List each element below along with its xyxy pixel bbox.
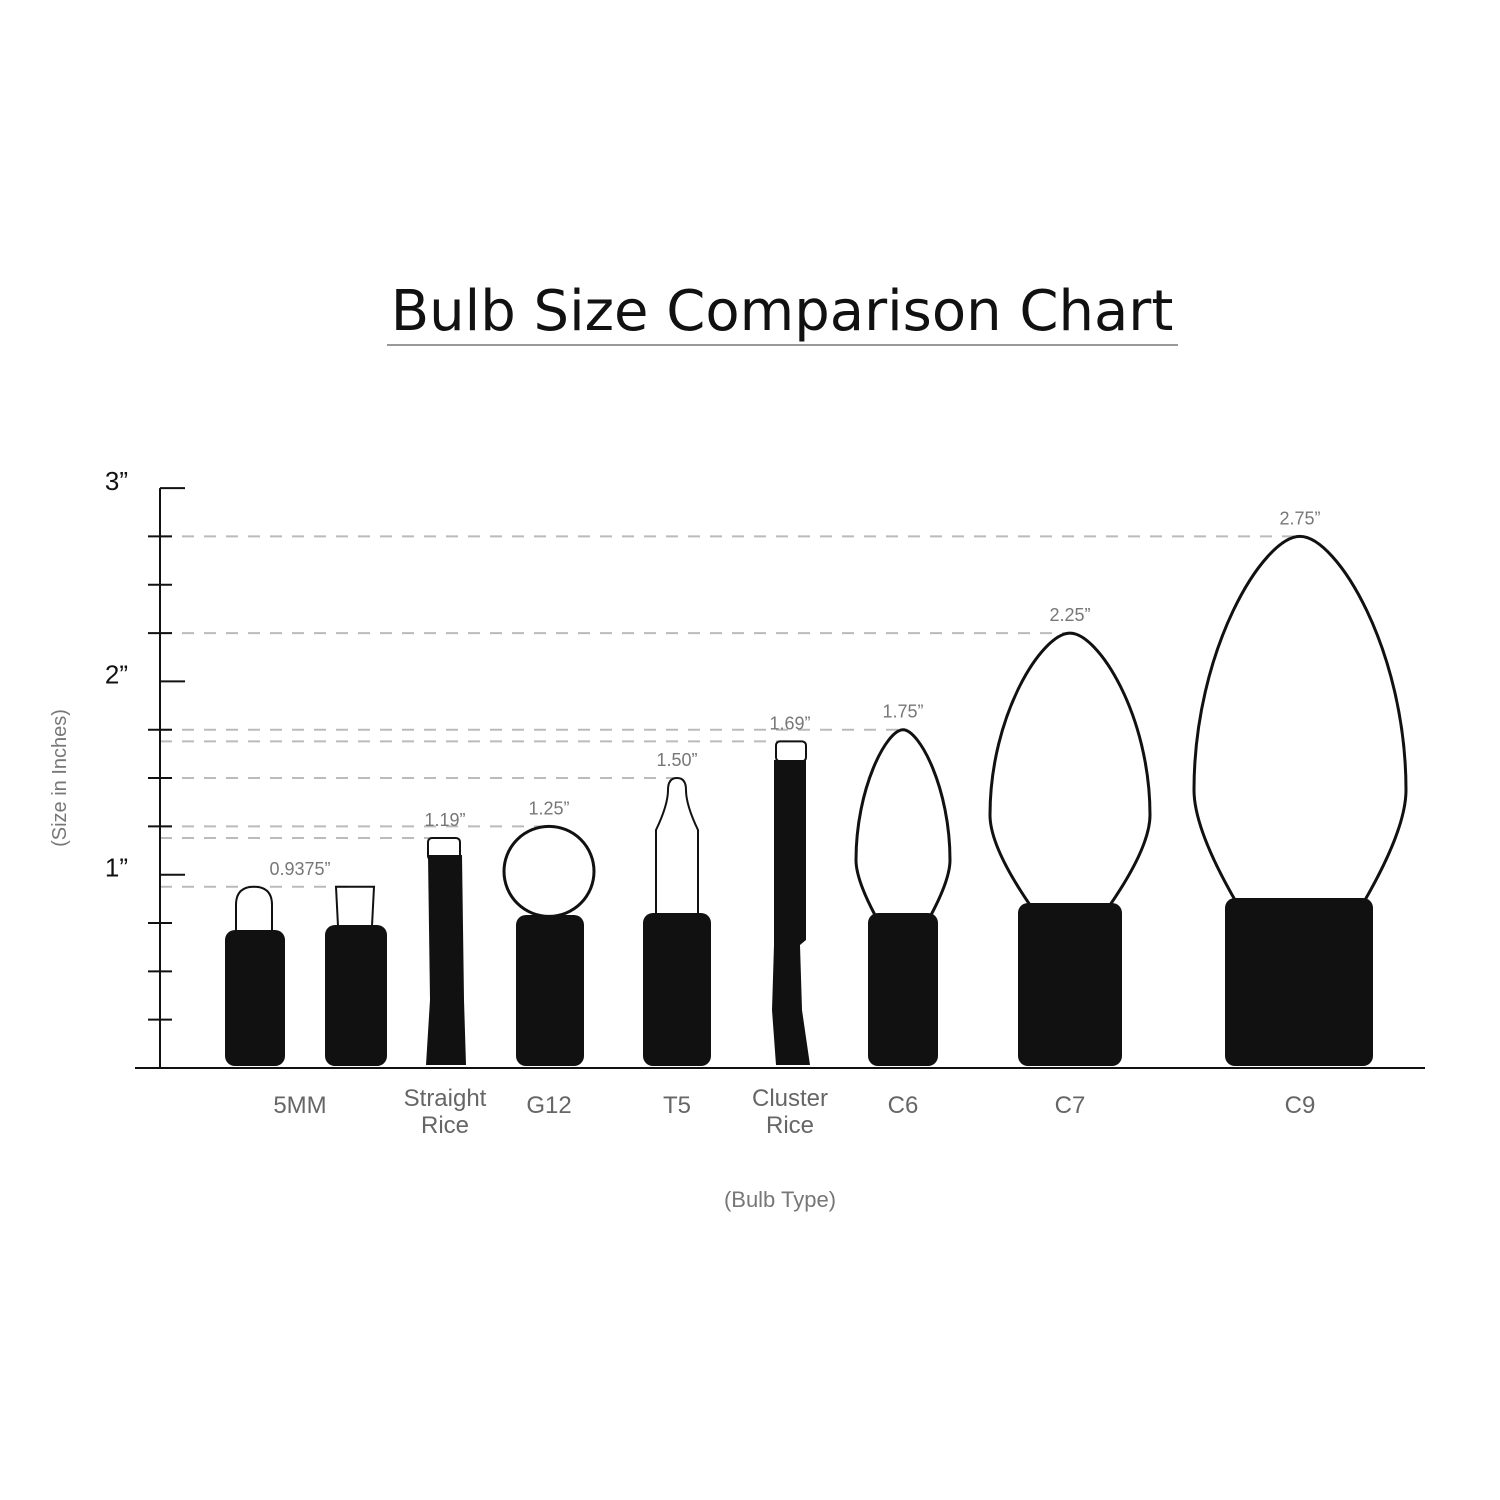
chart-title: Bulb Size Comparison Chart [391, 279, 1174, 344]
category-label: Rice [766, 1112, 814, 1139]
bulb-t5-tube [655, 777, 699, 915]
bulb-5mm-round-lens [235, 885, 273, 932]
value-label: 1.50” [656, 750, 697, 770]
bulb-5mm-wide-angle-base [325, 925, 387, 1066]
category-label: Straight [404, 1085, 487, 1112]
category-label: G12 [526, 1092, 571, 1119]
bulb-g12-globe [502, 824, 596, 918]
bulb-cluster-rice-body [772, 760, 810, 1065]
y-axis-title: (Size in Inches) [49, 709, 71, 847]
bulb-c7-glass [988, 631, 1152, 906]
bulb-5mm-round-base [225, 930, 285, 1066]
bulb-straight-rice-body [426, 855, 466, 1065]
y-tick-label: 1” [105, 853, 128, 883]
y-tick-label: 3” [105, 466, 128, 496]
category-label: Cluster [752, 1085, 828, 1112]
bulb-5mm-wide-angle-lens [334, 885, 376, 927]
x-axis-title: (Bulb Type) [724, 1187, 836, 1212]
value-label: 1.69” [769, 713, 810, 733]
y-tick-label: 2” [105, 659, 128, 689]
bulb-c9-base [1225, 898, 1373, 1066]
value-label: 2.75” [1279, 508, 1320, 528]
bulb-c7-base [1018, 903, 1122, 1066]
value-label: 1.75” [882, 702, 923, 722]
bulb-c6-base [868, 913, 938, 1066]
value-label: 0.9375” [269, 859, 330, 879]
category-label: C6 [888, 1092, 919, 1119]
value-label: 2.25” [1049, 605, 1090, 625]
bulb-t5-base [643, 913, 711, 1066]
value-label: 1.19” [424, 810, 465, 830]
bulb-cluster-rice-cap [775, 740, 807, 763]
bulb-c9-glass [1192, 534, 1408, 901]
value-label: 1.25” [528, 798, 569, 818]
category-label: T5 [663, 1092, 691, 1119]
bulb-g12-base [516, 915, 584, 1066]
bulb-c6-glass [854, 728, 952, 916]
category-label: 5MM [273, 1092, 326, 1119]
category-label: Rice [421, 1112, 469, 1139]
category-label: C9 [1285, 1092, 1316, 1119]
category-label: C7 [1055, 1092, 1086, 1119]
